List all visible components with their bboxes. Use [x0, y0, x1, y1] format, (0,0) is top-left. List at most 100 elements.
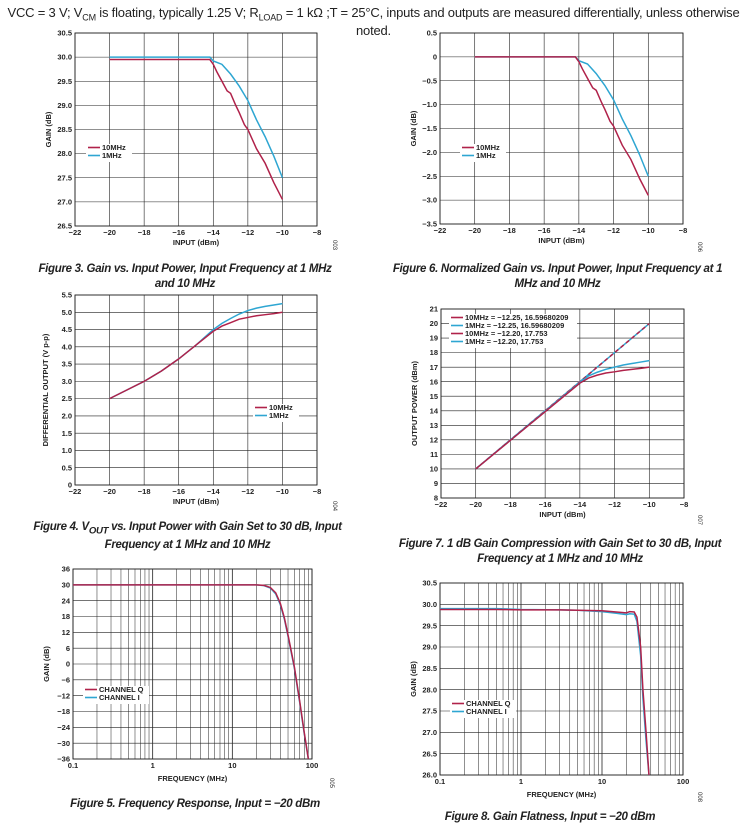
legend-label: CHANNEL I [99, 693, 140, 702]
y-axis-label: GAIN (dB) [409, 110, 418, 146]
x-tick-label: 0.1 [68, 761, 78, 770]
y-tick-label: 15 [430, 392, 438, 401]
y-tick-label: 24 [62, 596, 71, 605]
y-tick-label: 5.0 [62, 308, 72, 317]
x-tick-label: −14 [207, 487, 221, 496]
caption-fig3: Figure 3. Gain vs. Input Power, Input Fr… [38, 263, 332, 290]
y-tick-label: 28.5 [422, 664, 437, 673]
y-tick-label: 30.0 [57, 53, 72, 62]
series-line [440, 607, 650, 775]
x-tick-label: −22 [69, 228, 82, 237]
y-tick-label: 28.0 [57, 149, 72, 158]
y-tick-label: 14 [430, 406, 439, 415]
legend-label: 10MHz = −12.25, 16.59680209 [465, 313, 568, 322]
y-tick-label: 0.5 [62, 463, 72, 472]
x-tick-label: −20 [468, 226, 481, 235]
y-tick-label: 5.5 [62, 291, 72, 300]
x-tick-label: −8 [313, 228, 322, 237]
x-tick-label: −16 [538, 226, 551, 235]
x-tick-label: −12 [241, 228, 254, 237]
y-tick-label: 36 [62, 565, 70, 574]
y-axis-label: GAIN (dB) [44, 111, 53, 147]
caption-fig8: Figure 8. Gain Flatness, Input = −20 dBm [444, 811, 656, 823]
y-tick-label: 9 [434, 479, 438, 488]
series-line [109, 56, 284, 179]
y-tick-label: −18 [57, 707, 70, 716]
plot-frame [439, 32, 684, 225]
y-tick-label: 27.5 [422, 707, 437, 716]
y-tick-label: 3.0 [62, 377, 72, 386]
legend-label: CHANNEL Q [466, 699, 511, 708]
vcm-subscript: CM [82, 12, 96, 23]
x-tick-label: −12 [607, 226, 620, 235]
y-tick-label: 6 [66, 644, 70, 653]
figure-number: 003 [331, 240, 337, 251]
x-tick-label: −14 [207, 228, 221, 237]
y-axis-label: DIFFERENTIAL OUTPUT (V p-p) [41, 333, 50, 446]
x-tick-label: −12 [608, 500, 621, 509]
y-tick-label: −0.5 [422, 76, 437, 85]
x-tick-label: −22 [435, 500, 448, 509]
x-tick-label: −18 [503, 226, 516, 235]
y-tick-label: 18 [62, 612, 70, 621]
x-tick-label: −20 [103, 228, 116, 237]
figure-number: 004 [331, 501, 337, 512]
y-tick-label: 19 [430, 334, 438, 343]
x-axis-label: INPUT (dBm) [173, 497, 220, 506]
series-line [109, 311, 283, 400]
figure-number: 006 [696, 242, 702, 253]
legend-box [450, 700, 516, 718]
y-tick-label: 29.5 [422, 621, 437, 630]
legend-label: 10MHz [269, 403, 293, 412]
legend-label: 10MHz [476, 143, 500, 152]
plot-frame [74, 32, 318, 227]
x-tick-label: −8 [680, 500, 689, 509]
y-tick-label: −30 [57, 739, 70, 748]
x-tick-label: 0.1 [435, 777, 445, 786]
legend-label: CHANNEL Q [99, 685, 144, 694]
legend-label: 1MHz [269, 411, 289, 420]
plot-frame [439, 582, 684, 776]
series-line [109, 58, 284, 200]
y-axis-label: OUTPUT POWER (dBm) [410, 361, 419, 446]
x-tick-label: −10 [642, 226, 655, 235]
x-axis-label: INPUT (dBm) [539, 510, 586, 519]
series-line [475, 366, 650, 470]
x-tick-label: −10 [276, 487, 289, 496]
y-tick-label: −36 [57, 755, 70, 764]
y-tick-label: 12 [62, 628, 70, 637]
y-tick-label: 26.0 [422, 771, 437, 780]
caption-fig5: Figure 5. Frequency Response, Input = −2… [70, 798, 320, 810]
x-axis-label: FREQUENCY (MHz) [158, 774, 228, 783]
x-tick-label: −18 [138, 487, 151, 496]
x-tick-label: −16 [172, 487, 185, 496]
y-tick-label: 4.5 [62, 325, 72, 334]
y-tick-label: 0 [433, 52, 437, 61]
x-tick-label: 1 [519, 777, 523, 786]
plot-frame [440, 308, 685, 499]
y-tick-label: 1.5 [62, 429, 72, 438]
y-tick-label: −6 [61, 675, 70, 684]
x-tick-label: −22 [434, 226, 447, 235]
rload-subscript: LOAD [258, 12, 283, 23]
figure-number: 007 [696, 515, 702, 526]
legend-label: CHANNEL I [466, 707, 507, 716]
y-axis-label: GAIN (dB) [409, 661, 418, 697]
legend-label: 1MHz [102, 151, 122, 160]
y-tick-label: −24 [57, 723, 71, 732]
legend-box [460, 144, 506, 162]
x-tick-label: −20 [103, 487, 116, 496]
y-tick-label: 30.5 [57, 29, 72, 38]
x-axis-label: FREQUENCY (MHz) [527, 790, 597, 799]
vout-subscript: OUT [88, 525, 109, 537]
y-tick-label: 2.5 [62, 394, 72, 403]
x-tick-label: −14 [573, 500, 587, 509]
y-tick-label: −3.5 [422, 220, 437, 229]
y-tick-label: 16 [430, 377, 438, 386]
x-tick-label: −8 [679, 226, 688, 235]
plot-frame [72, 568, 313, 760]
x-tick-label: 1 [151, 761, 155, 770]
